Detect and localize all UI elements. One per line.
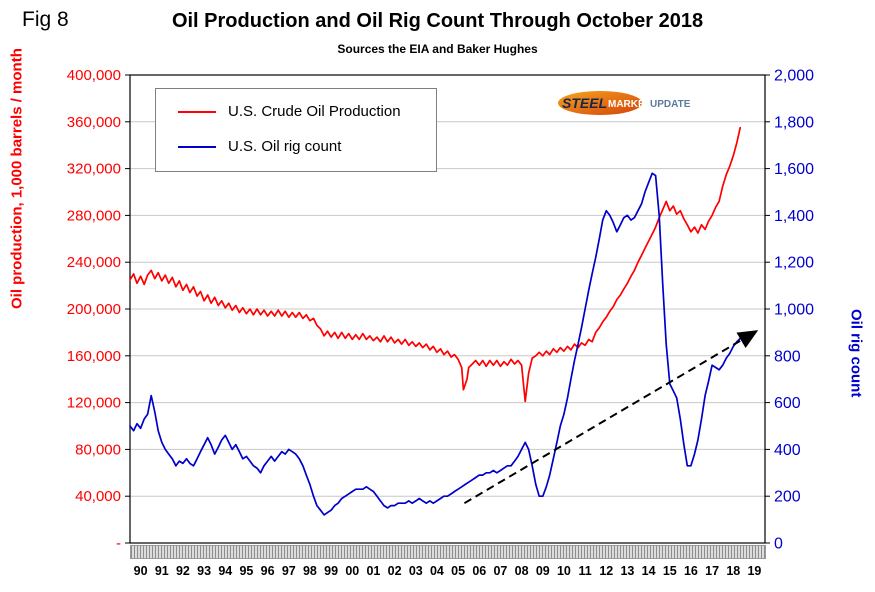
x-tick-label: 95 — [239, 564, 253, 578]
y-left-tick-label: - — [116, 535, 121, 552]
x-tick-label: 17 — [705, 564, 719, 578]
legend: U.S. Crude Oil Production U.S. Oil rig c… — [155, 88, 437, 172]
y-left-tick-label: 320,000 — [67, 161, 121, 178]
x-tick-label: 13 — [620, 564, 634, 578]
x-tick-label: 05 — [451, 564, 465, 578]
legend-item-rig-count: U.S. Oil rig count — [178, 138, 418, 155]
x-tick-label: 16 — [684, 564, 698, 578]
y-right-tick-label: 600 — [774, 395, 801, 412]
x-tick-label: 90 — [134, 564, 148, 578]
y-right-tick-label: 1,200 — [774, 255, 814, 272]
x-tick-label: 10 — [557, 564, 571, 578]
chart-subtitle: Sources the EIA and Baker Hughes — [337, 42, 538, 56]
y-right-tick-label: 1,800 — [774, 114, 814, 131]
y-left-tick-label: 40,000 — [75, 488, 121, 505]
x-tick-label: 04 — [430, 564, 444, 578]
x-tick-label: 00 — [345, 564, 359, 578]
x-tick-label: 96 — [261, 564, 275, 578]
x-tick-label: 11 — [578, 564, 591, 578]
x-tick-label: 98 — [303, 564, 317, 578]
y-left-tick-label: 200,000 — [67, 301, 121, 318]
production-line — [129, 126, 742, 403]
y-right-tick-label: 1,600 — [774, 161, 814, 178]
trend-arrow — [463, 330, 759, 505]
legend-item-production: U.S. Crude Oil Production — [178, 103, 418, 120]
rig-count-line — [129, 172, 742, 516]
y-left-tick-label: 160,000 — [67, 348, 121, 365]
x-tick-label: 93 — [197, 564, 211, 578]
y-left-tick-label: 240,000 — [67, 254, 121, 271]
y-right-tick-label: 2,000 — [774, 68, 814, 85]
logo-update-text: UPDATE — [650, 99, 691, 110]
x-tick-label: 02 — [388, 564, 402, 578]
y-right-tick-label: 1,000 — [774, 302, 814, 319]
x-tick-label: 01 — [366, 564, 380, 578]
x-tick-label: 91 — [155, 564, 169, 578]
x-axis-tick-band — [130, 545, 766, 559]
logo-swoosh — [558, 91, 642, 115]
x-tick-label: 99 — [324, 564, 338, 578]
x-tick-label: 92 — [176, 564, 190, 578]
x-tick-label: 08 — [515, 564, 529, 578]
legend-line-production — [178, 110, 216, 113]
y-left-tick-label: 120,000 — [67, 395, 121, 412]
x-tick-label: 03 — [409, 564, 423, 578]
x-tick-label: 15 — [663, 564, 677, 578]
y-right-tick-label: 0 — [774, 536, 783, 553]
x-tick-label: 09 — [536, 564, 550, 578]
logo-steel-text: STEEL — [562, 95, 607, 111]
x-tick-label: 07 — [493, 564, 507, 578]
y-right-tick-label: 800 — [774, 348, 801, 365]
chart-title: Oil Production and Oil Rig Count Through… — [171, 10, 704, 32]
x-tick-label: 14 — [642, 564, 656, 578]
x-tick-label: 94 — [218, 564, 232, 578]
y-right-tick-label: 200 — [774, 489, 801, 506]
figure-label: Fig 8 — [22, 8, 69, 31]
legend-line-rig-count — [178, 145, 216, 148]
legend-label-rig-count: U.S. Oil rig count — [228, 138, 342, 155]
y-left-tick-label: 280,000 — [67, 207, 121, 224]
x-tick-label: 12 — [599, 564, 613, 578]
legend-label-production: U.S. Crude Oil Production — [228, 103, 401, 120]
steel-market-update-logo: STEEL MARKET UPDATE — [556, 88, 696, 118]
x-tick-label: 18 — [726, 564, 740, 578]
y-left-tick-label: 80,000 — [75, 441, 121, 458]
logo-graphic: STEEL MARKET UPDATE — [558, 91, 691, 115]
y-left-tick-label: 360,000 — [67, 114, 121, 131]
y-right-tick-label: 1,400 — [774, 208, 814, 225]
logo-market-text: MARKET — [608, 99, 651, 110]
x-tick-label: 97 — [282, 564, 296, 578]
x-tick-label: 06 — [472, 564, 486, 578]
x-tick-label: 19 — [747, 564, 761, 578]
y-left-tick-label: 400,000 — [67, 67, 121, 84]
y-right-tick-label: 400 — [774, 442, 801, 459]
